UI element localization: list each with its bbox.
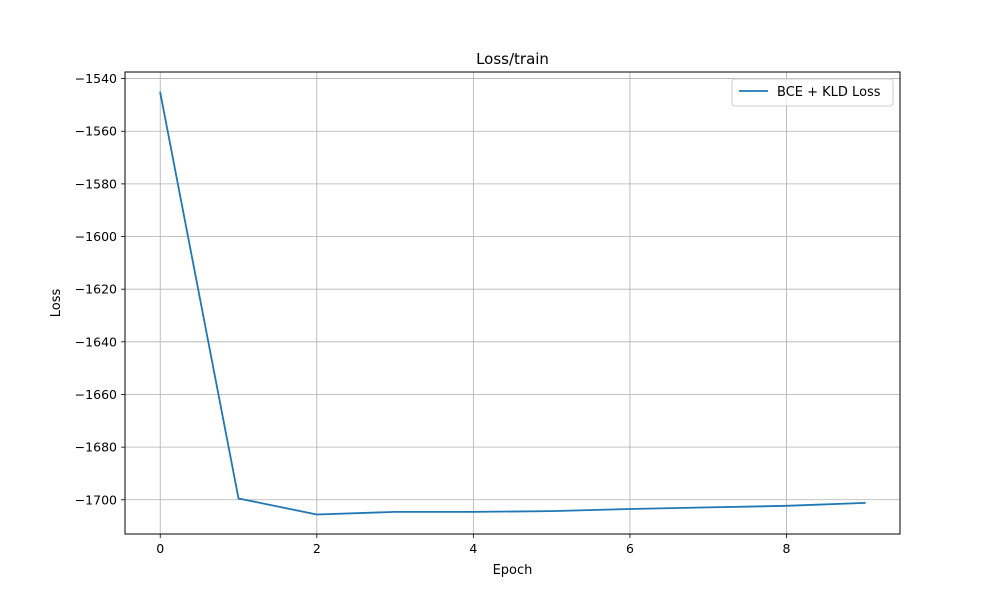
y-tick-label: −1700	[75, 492, 117, 507]
series-line	[159, 91, 866, 516]
grid-lines	[125, 72, 900, 534]
x-tick-label: 2	[313, 541, 321, 556]
y-tick-label: −1540	[75, 71, 117, 86]
y-axis-ticks: −1540 −1560 −1580 −1600 −1620 −1640 −1660 −1680…	[75, 71, 125, 507]
y-tick-label: −1560	[75, 124, 117, 139]
series-layer	[159, 91, 866, 516]
y-tick-label: −1620	[75, 282, 117, 297]
plot-frame	[124, 71, 901, 535]
x-tick-label: 0	[156, 541, 164, 556]
y-tick-label: −1660	[75, 387, 117, 402]
x-axis-ticks: 0 2 4 6 8	[156, 534, 791, 556]
y-tick-label: −1580	[75, 176, 117, 191]
legend-box	[731, 78, 894, 107]
legend-label: BCE + KLD Loss	[777, 85, 881, 100]
x-tick-label: 4	[469, 541, 477, 556]
y-axis-label: Loss	[49, 289, 64, 318]
x-tick-label: 8	[783, 541, 791, 556]
y-tick-label: −1640	[75, 334, 117, 349]
x-tick-label: 6	[626, 541, 634, 556]
y-tick-label: −1600	[75, 229, 117, 244]
y-tick-label: −1680	[75, 440, 117, 455]
x-axis-label: Epoch	[493, 563, 533, 578]
chart-title: Loss/train	[476, 50, 549, 68]
legend: BCE + KLD Loss	[731, 78, 894, 107]
